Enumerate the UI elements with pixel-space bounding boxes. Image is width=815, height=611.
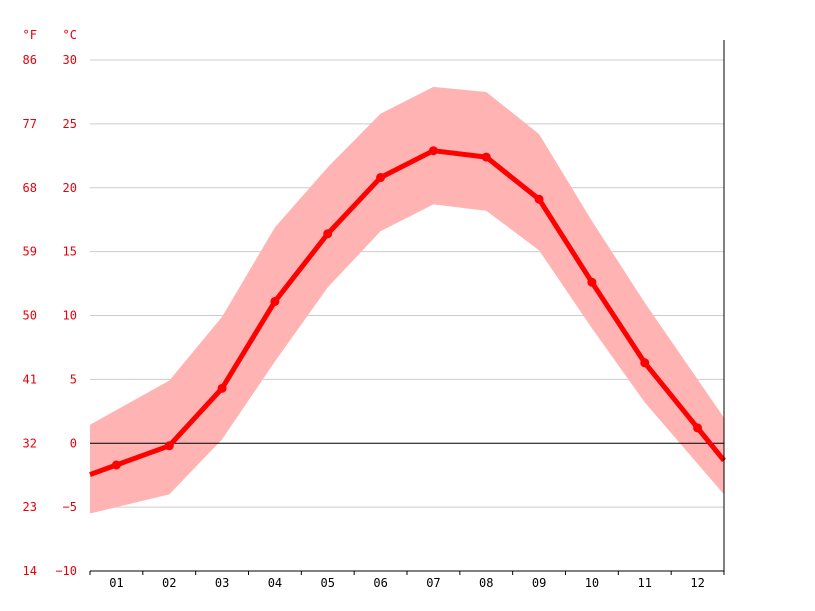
average-point (270, 296, 280, 306)
y-tick-labels: 86 30 77 25 68 20 59 15 50 10 41 5 32 0 23 −5 14 −10 (23, 53, 77, 578)
x-tick-label: 01 (109, 576, 123, 590)
x-ticks: 01 02 03 04 05 06 07 08 09 10 11 12 (89, 571, 725, 590)
x-tick-label: 11 (638, 576, 652, 590)
fahrenheit-tick-label: 86 (23, 53, 37, 67)
average-point (323, 229, 333, 239)
celsius-tick-label: −5 (63, 500, 77, 514)
celsius-tick-label: 0 (70, 436, 77, 450)
average-point (534, 194, 544, 204)
fahrenheit-tick-label: 59 (23, 245, 37, 259)
celsius-tick-label: 30 (63, 53, 77, 67)
x-tick-label: 07 (426, 576, 440, 590)
x-tick-label: 03 (215, 576, 229, 590)
average-points (111, 146, 703, 470)
average-point (587, 277, 597, 287)
celsius-tick-label: 25 (63, 117, 77, 131)
average-point (640, 358, 650, 368)
x-tick-label: 05 (321, 576, 335, 590)
celsius-tick-label: −10 (55, 564, 77, 578)
fahrenheit-unit-label: °F (23, 28, 37, 42)
average-point (217, 383, 227, 393)
x-tick-label: 02 (162, 576, 176, 590)
fahrenheit-tick-label: 32 (23, 436, 37, 450)
celsius-tick-label: 15 (63, 245, 77, 259)
average-point (693, 423, 703, 433)
x-tick-label: 04 (268, 576, 282, 590)
fahrenheit-tick-label: 68 (23, 181, 37, 195)
average-point (428, 146, 438, 156)
celsius-unit-label: °C (63, 28, 77, 42)
x-tick-label: 10 (585, 576, 599, 590)
celsius-tick-label: 5 (70, 372, 77, 386)
average-point (376, 173, 386, 183)
min-max-band (90, 86, 724, 514)
average-point (111, 460, 121, 470)
x-tick-label: 12 (690, 576, 704, 590)
fahrenheit-tick-label: 77 (23, 117, 37, 131)
fahrenheit-tick-label: 41 (23, 372, 37, 386)
celsius-tick-label: 20 (63, 181, 77, 195)
fahrenheit-tick-label: 23 (23, 500, 37, 514)
average-point (164, 441, 174, 451)
x-tick-label: 09 (532, 576, 546, 590)
average-point (481, 152, 491, 162)
x-tick-label: 06 (373, 576, 387, 590)
average-temperature-line (89, 148, 726, 477)
celsius-tick-label: 10 (63, 309, 77, 323)
fahrenheit-tick-label: 14 (23, 564, 37, 578)
fahrenheit-tick-label: 50 (23, 309, 37, 323)
x-tick-label: 08 (479, 576, 493, 590)
